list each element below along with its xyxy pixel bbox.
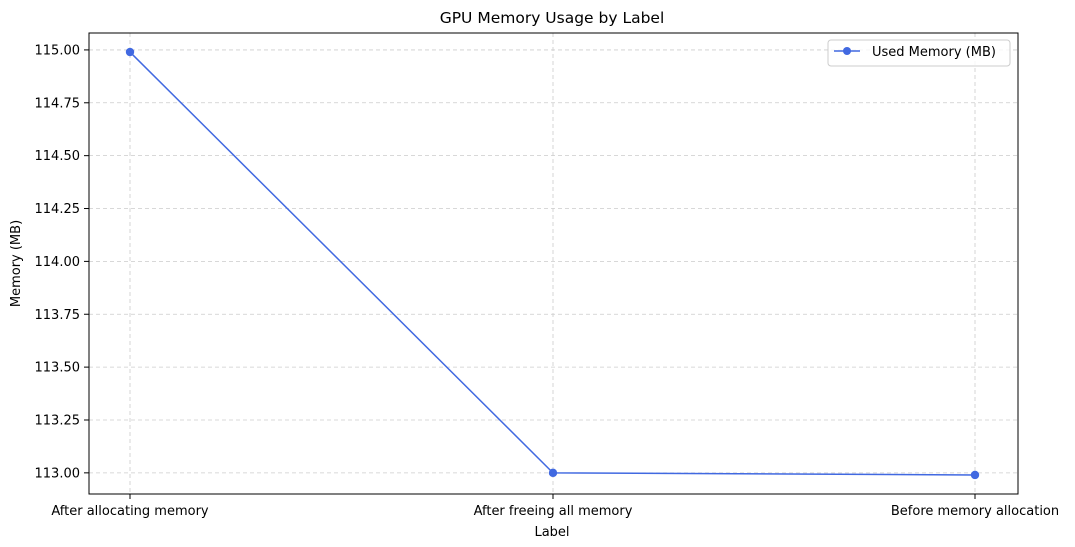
y-tick-label: 114.00 bbox=[35, 255, 81, 270]
y-tick-label: 113.50 bbox=[35, 361, 81, 376]
x-tick-label: Before memory allocation bbox=[891, 504, 1059, 519]
chart-title: GPU Memory Usage by Label bbox=[440, 9, 665, 27]
y-tick-label: 114.25 bbox=[35, 202, 81, 217]
data-point bbox=[970, 470, 980, 480]
y-tick-label: 113.00 bbox=[35, 466, 81, 481]
legend: Used Memory (MB) bbox=[827, 39, 1011, 67]
x-tick-label: After allocating memory bbox=[51, 504, 209, 519]
plot-frame bbox=[88, 32, 1019, 495]
y-axis-title: Memory (MB) bbox=[9, 220, 24, 307]
x-axis-ticks: After allocating memory After freeing all… bbox=[51, 494, 1059, 519]
legend-series-marker bbox=[843, 47, 851, 55]
legend-series-label: Used Memory (MB) bbox=[872, 45, 996, 60]
y-tick-label: 115.00 bbox=[35, 43, 81, 58]
y-tick-label: 114.50 bbox=[35, 149, 81, 164]
data-point bbox=[548, 468, 558, 478]
x-axis-title: Label bbox=[534, 525, 569, 540]
y-tick-label: 113.25 bbox=[35, 413, 81, 428]
x-tick-label: After freeing all memory bbox=[474, 504, 633, 519]
data-point bbox=[125, 47, 135, 57]
series-layer bbox=[125, 47, 980, 480]
y-tick-label: 114.75 bbox=[35, 96, 81, 111]
y-axis-ticks: 113.00 113.25 113.50 113.75 114.00 114.25 114.… bbox=[35, 43, 89, 481]
y-tick-label: 113.75 bbox=[35, 308, 81, 323]
legend-box bbox=[827, 39, 1011, 67]
grid bbox=[89, 33, 1018, 494]
